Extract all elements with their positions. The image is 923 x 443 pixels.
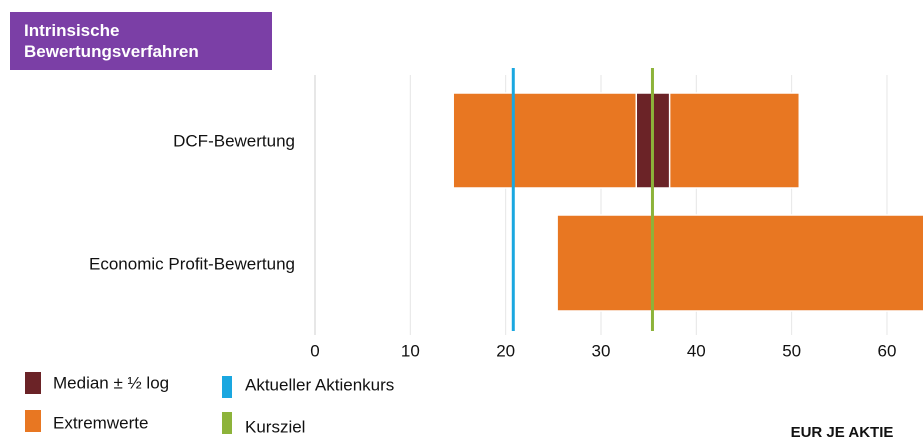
legend-swatch — [25, 372, 41, 394]
x-tick-label: 40 — [687, 341, 706, 360]
legend-swatch — [222, 412, 232, 434]
x-tick-label: 20 — [496, 341, 515, 360]
category-label: DCF-Bewertung — [173, 131, 295, 150]
range-bar — [556, 214, 923, 312]
legend-label: Extremwerte — [53, 413, 148, 432]
legend-label: Median ± ½ log — [53, 373, 169, 392]
x-tick-label: 10 — [401, 341, 420, 360]
x-tick-label: 30 — [592, 341, 611, 360]
legend-label: Kursziel — [245, 417, 305, 436]
axis-label: EUR JE AKTIE — [791, 424, 894, 441]
range-bar — [452, 92, 801, 189]
x-tick-label: 60 — [878, 341, 897, 360]
legend-label: Aktueller Aktienkurs — [245, 375, 394, 394]
chart-title: Intrinsische Bewertungsverfahren — [10, 12, 272, 70]
legend-swatch — [222, 376, 232, 398]
legend-swatch — [25, 410, 41, 432]
x-tick-label: 0 — [310, 341, 319, 360]
category-label: Economic Profit-Bewertung — [89, 254, 295, 273]
x-tick-label: 50 — [782, 341, 801, 360]
